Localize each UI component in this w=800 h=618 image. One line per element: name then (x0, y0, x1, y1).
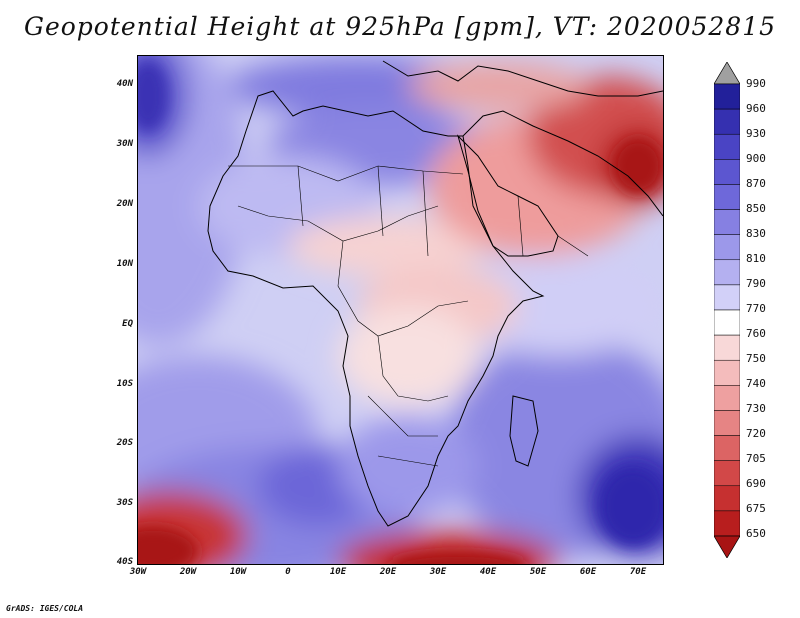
lat-tick-30n: 30N (116, 139, 133, 149)
coastlines (207, 60, 663, 527)
lon-tick-30e: 30E (429, 567, 447, 577)
colorbar-cell (714, 133, 740, 160)
lon-tick-30w: 30W (129, 567, 147, 577)
colorbar-label: 790 (746, 277, 766, 290)
colorbar-label: 750 (746, 352, 766, 365)
lat-tick-10n: 10N (116, 259, 133, 269)
colorbar-label: 990 (746, 77, 766, 90)
colorbar-label: 930 (746, 127, 766, 140)
lon-tick-10e: 10E (329, 567, 347, 577)
colorbar-label: 675 (746, 502, 766, 515)
colorbar-cell (714, 485, 740, 512)
colorbar-cell (714, 510, 740, 537)
colorbar (714, 62, 740, 558)
colorbar-label: 870 (746, 177, 766, 190)
colorbar-cell (714, 159, 740, 185)
lat-tick-10s: 10S (116, 379, 133, 389)
lon-tick-20w: 20W (179, 567, 197, 577)
colorbar-cells (714, 83, 740, 537)
colorbar-label: 760 (746, 327, 766, 340)
colorbar-label: 690 (746, 477, 766, 490)
lon-tick-10w: 10W (229, 567, 247, 577)
colorbar-cell (714, 284, 740, 311)
colorbar-cell (714, 410, 740, 436)
colorbar-cell (714, 359, 740, 386)
colorbar-label: 705 (746, 452, 766, 465)
lat-tick-20s: 20S (116, 438, 133, 448)
colorbar-cell (714, 385, 740, 411)
footer-credit: GrADS: IGES/COLA (6, 604, 84, 613)
colorbar-cell (714, 309, 740, 336)
lon-tick-60e: 60E (579, 567, 597, 577)
colorbar-cell (714, 460, 740, 487)
colorbar-label: 720 (746, 427, 766, 440)
colorbar-label: 960 (746, 102, 766, 115)
colorbar-label: 830 (746, 227, 766, 240)
map-panel (137, 55, 664, 565)
lon-tick-40e: 40E (479, 567, 497, 577)
colorbar-label: 650 (746, 527, 766, 540)
lon-tick-50e: 50E (529, 567, 547, 577)
lon-tick-20e: 20E (379, 567, 397, 577)
colorbar-cell (714, 234, 740, 261)
lat-tick-20n: 20N (116, 199, 133, 209)
colorbar-cell (714, 83, 740, 110)
colorbar-label: 730 (746, 402, 766, 415)
colorbar-cell (714, 209, 740, 235)
geopotential-map (138, 56, 663, 564)
lon-tick-0: 0 (285, 567, 291, 577)
country-borders (228, 165, 589, 467)
field-details (138, 61, 663, 564)
lat-tick-30s: 30S (116, 498, 133, 508)
colorbar-top-arrow (714, 62, 740, 85)
colorbar-label: 900 (746, 152, 766, 165)
chart-title: Geopotential Height at 925hPa [gpm], VT:… (23, 12, 777, 41)
colorbar-cell (714, 184, 740, 210)
colorbar-cell (714, 108, 740, 135)
lat-tick-40n: 40N (116, 79, 133, 89)
colorbar-cell (714, 435, 740, 461)
colorbar-label: 770 (746, 302, 766, 315)
colorbar-cell (714, 259, 740, 286)
colorbar-label: 740 (746, 377, 766, 390)
colorbar-label: 810 (746, 252, 766, 265)
lon-tick-70e: 70E (629, 567, 647, 577)
colorbar-label: 850 (746, 202, 766, 215)
lat-tick-40s: 40S (116, 557, 133, 567)
lat-tick-eq: EQ (122, 319, 133, 329)
colorbar-cell (714, 334, 740, 361)
colorbar-bottom-arrow (714, 535, 740, 558)
